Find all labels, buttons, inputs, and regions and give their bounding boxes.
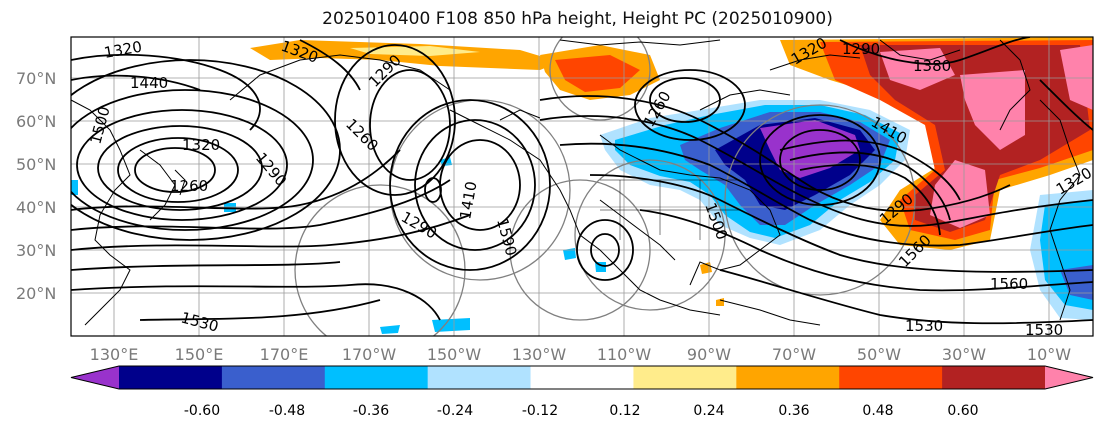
graticule — [71, 37, 1093, 336]
colorbar-tick-label: 0.36 — [778, 403, 809, 419]
contour-label: 1530 — [905, 317, 943, 335]
colorbar-tick-label: -0.60 — [184, 403, 220, 419]
lon-label: 130°E — [90, 345, 139, 364]
colorbar-segment — [942, 366, 1046, 389]
lon-label: 70°W — [772, 345, 816, 364]
colorbar-tick-labels: -0.60 -0.48 -0.36 -0.24 -0.12 0.12 0.24 … — [184, 403, 979, 419]
colorbar-segment — [633, 366, 737, 389]
lon-label: 50°W — [857, 345, 901, 364]
longitude-axis: 130°E 150°E 170°E 170°W 150°W 130°W 110°… — [90, 345, 1072, 364]
colorbar-tick-label: -0.12 — [522, 403, 558, 419]
lat-label: 30°N — [16, 241, 56, 260]
colorbar-tick-label: 0.48 — [862, 403, 893, 419]
contour-label: 1260 — [170, 177, 208, 195]
colorbar-tick-label: 0.24 — [693, 403, 724, 419]
colorbar-segment — [839, 366, 943, 389]
colorbar-tick-label: 0.12 — [609, 403, 640, 419]
coastlines — [71, 39, 1081, 326]
map-title: 2025010400 F108 850 hPa height, Height P… — [322, 9, 833, 29]
latitude-axis: 70°N 60°N 50°N 40°N 30°N 20°N — [16, 69, 56, 303]
lon-label: 90°W — [687, 345, 731, 364]
map-frame — [70, 36, 1094, 337]
height-contours — [71, 37, 1093, 325]
lon-label: 170°E — [260, 345, 309, 364]
lat-label: 20°N — [16, 284, 56, 303]
lon-label: 110°W — [597, 345, 652, 364]
colorbar-segment — [427, 366, 532, 389]
lon-label: 130°W — [512, 345, 567, 364]
colorbar-segment — [221, 366, 326, 389]
contour-label: 1380 — [913, 57, 951, 75]
lat-label: 70°N — [16, 69, 56, 88]
contour-label: 1530 — [1025, 321, 1063, 339]
contour-label: 1290 — [842, 40, 880, 58]
colorbar-segment — [119, 366, 223, 389]
colorbar-tick-label: -0.36 — [353, 403, 389, 419]
colorbar — [70, 365, 1094, 390]
lon-label: 10°W — [1027, 345, 1071, 364]
lon-label: 30°W — [942, 345, 986, 364]
political-boundaries — [600, 179, 740, 240]
colorbar-tick-label: -0.48 — [269, 403, 305, 419]
lon-label: 170°W — [342, 345, 397, 364]
lon-label: 150°E — [175, 345, 224, 364]
colorbar-extend-low — [71, 366, 119, 389]
colorbar-outline — [70, 365, 1094, 390]
lat-label: 40°N — [16, 198, 56, 217]
lon-label: 150°W — [427, 345, 482, 364]
colorbar-segment — [530, 366, 634, 389]
lat-label: 50°N — [16, 155, 56, 174]
contour-label: 1440 — [130, 74, 168, 92]
colorbar-extend-high — [1045, 366, 1093, 389]
colorbar-segment — [736, 366, 840, 389]
contour-label: 1560 — [990, 275, 1028, 293]
colorbar-tick-label: 0.60 — [947, 403, 978, 419]
contour-label: 1320 — [182, 136, 220, 154]
lat-label: 60°N — [16, 112, 56, 131]
colorbar-tick-label: -0.24 — [437, 403, 473, 419]
colorbar-segment — [324, 366, 429, 389]
